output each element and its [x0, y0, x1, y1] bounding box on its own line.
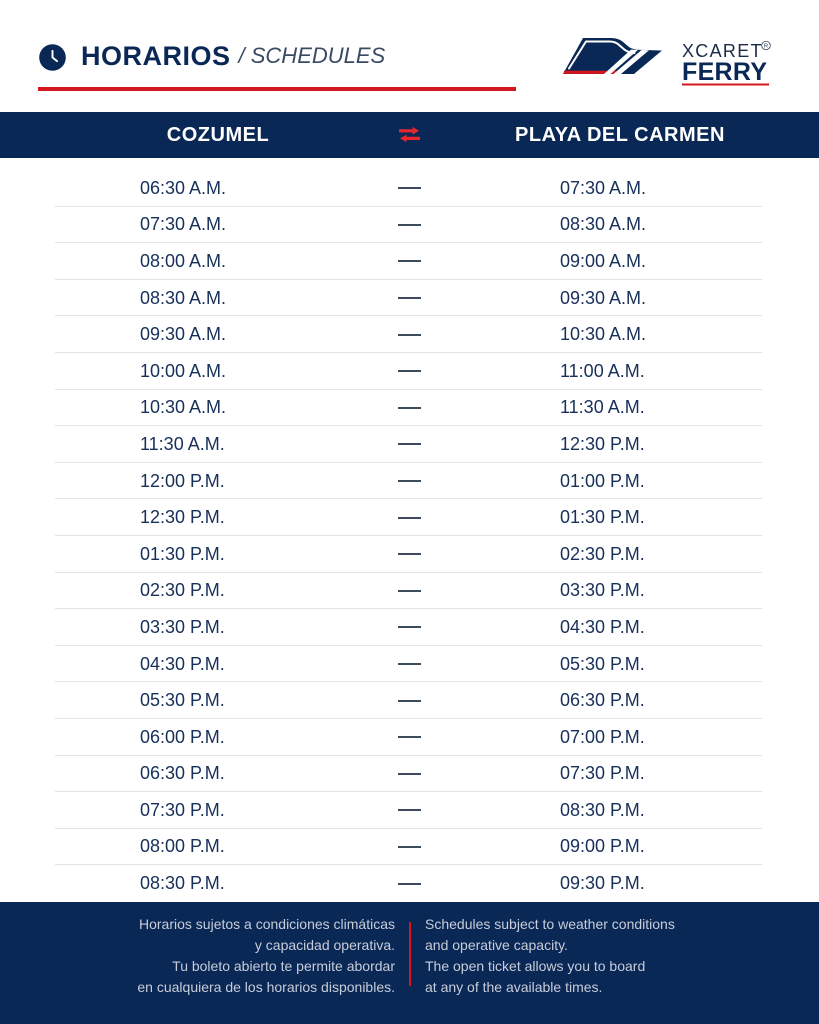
svg-text:FERRY: FERRY	[682, 58, 767, 86]
svg-text:R: R	[764, 44, 768, 50]
